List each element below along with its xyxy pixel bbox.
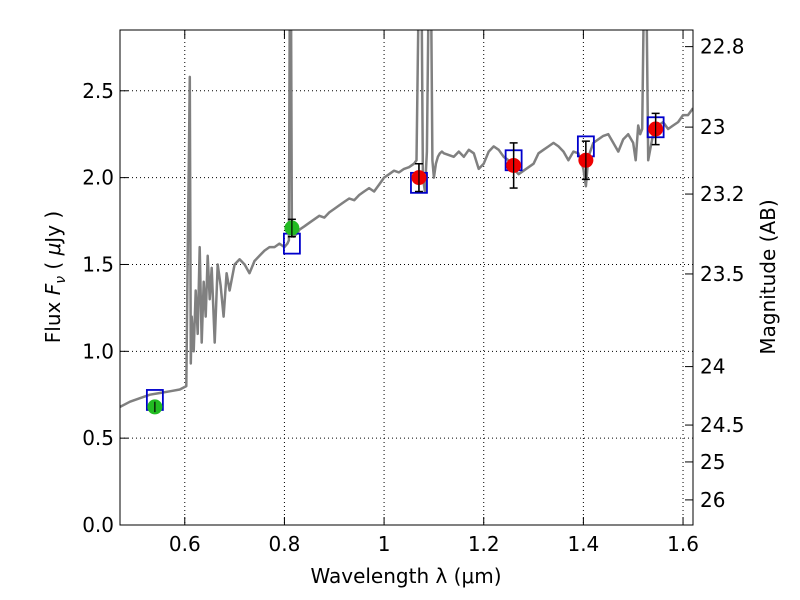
plot-frame xyxy=(119,29,694,526)
model-spectrum-layer xyxy=(120,30,693,409)
model-spectrum-line xyxy=(120,30,693,409)
y-tick-label: 2.5 xyxy=(82,79,114,103)
x-tick-label: 0.8 xyxy=(269,532,301,556)
mag-tick-label: 23.2 xyxy=(700,182,745,206)
y-tick-label: 0.5 xyxy=(82,426,114,450)
x-tick-label: 0.6 xyxy=(169,532,201,556)
x-axis-label: Wavelength λ (μm) xyxy=(310,564,501,588)
x-tick-label: 1 xyxy=(378,532,391,556)
mag-tick-label: 22.8 xyxy=(700,35,745,59)
mag-tick-label: 23 xyxy=(700,115,725,139)
mag-tick-label: 23.5 xyxy=(700,262,745,286)
right-axis-label: Magnitude (AB) xyxy=(756,199,780,354)
y-tick-label: 0.0 xyxy=(82,513,114,537)
grid xyxy=(120,30,693,526)
mag-tick-label: 26 xyxy=(700,488,725,512)
x-tick-label: 1.6 xyxy=(667,532,699,556)
mag-tick-label: 25 xyxy=(700,450,725,474)
y-tick-label: 1.5 xyxy=(82,252,114,276)
axis-ticks: 0.6 0.8 1 1.2 1.4 1.6 0.0 0.5 1.0 1.5 2.0 2.5 22.8 23… xyxy=(82,30,745,556)
x-tick-label: 1.4 xyxy=(567,532,599,556)
photometry-layer xyxy=(145,112,665,415)
mag-tick-label: 24.5 xyxy=(700,413,745,437)
y-tick-label: 1.0 xyxy=(82,339,114,363)
mag-tick-label: 24 xyxy=(700,355,725,379)
y-tick-label: 2.0 xyxy=(82,166,114,190)
x-tick-label: 1.2 xyxy=(468,532,500,556)
